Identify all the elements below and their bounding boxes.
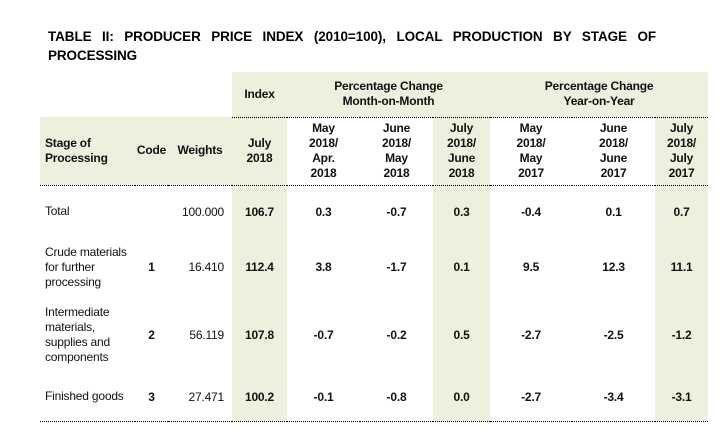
- table-title-line1: TABLE II: PRODUCER PRICE INDEX (2010=100…: [48, 29, 656, 44]
- col-header-yoy-2: June 2018/ June 2017: [572, 117, 656, 186]
- code-cell: 2: [148, 327, 155, 342]
- table-title-line2: PROCESSING: [48, 48, 138, 63]
- yoy-cell: 12.3: [602, 260, 625, 274]
- stage-cell: Finished goods: [40, 373, 135, 422]
- yoy-cell: 9.5: [522, 260, 540, 274]
- weights-cell: 27.471: [168, 373, 232, 422]
- col-header-mom-2: June 2018/ May 2018: [360, 117, 433, 186]
- col-header-mom-3: July 2018/ June 2018: [433, 117, 491, 186]
- yoy-cell: -2.5: [603, 327, 624, 342]
- stage-cell: Intermediate materials, supplies and com…: [45, 304, 110, 364]
- index-cell: 106.7: [232, 185, 287, 238]
- mom-cell: 0.5: [433, 296, 491, 373]
- col-header-yoy-1: May 2018/ May 2017: [490, 117, 573, 186]
- mom-cell: 0.0: [433, 373, 491, 422]
- stage-cell: Crude materials for further processing: [45, 244, 127, 289]
- group-header-index: Index: [232, 72, 287, 118]
- group-header-month-on-month: Percentage Change Month-on-Month: [287, 72, 491, 118]
- weights-cell: 16.410: [188, 260, 224, 274]
- yoy-cell: -3.4: [572, 373, 656, 422]
- weights-cell: 100.000: [182, 204, 224, 219]
- yoy-cell: 11.1: [655, 238, 709, 296]
- mom-cell: 0.3: [433, 185, 491, 238]
- yoy-cell: 0.1: [605, 204, 622, 219]
- yoy-cell: -2.7: [521, 327, 541, 342]
- yoy-cell: 0.7: [655, 185, 709, 238]
- table-row-crude-materials: Crude materials for further processing 1…: [40, 238, 709, 296]
- column-header-row: Stage of Processing Code Weights July 20…: [40, 117, 709, 186]
- col-header-stage: Stage of Processing: [40, 117, 135, 186]
- col-header-code: Code: [135, 117, 168, 186]
- mom-cell: 3.8: [315, 260, 332, 274]
- yoy-cell: -2.7: [490, 373, 573, 422]
- code-cell: 1: [148, 260, 155, 274]
- group-header-spacer: [40, 72, 232, 117]
- group-header-row: Index Percentage Change Month-on-Month P…: [40, 72, 709, 118]
- index-cell: 100.2: [232, 373, 287, 422]
- ppi-table: Index Percentage Change Month-on-Month P…: [40, 72, 709, 422]
- col-header-yoy-3: July 2018/ July 2017: [655, 117, 709, 186]
- table-row-finished-goods: Finished goods 3 27.471 100.2 -0.1 -0.8 …: [40, 373, 709, 422]
- table-title: TABLE II: PRODUCER PRICE INDEX (2010=100…: [48, 27, 656, 65]
- mom-cell: 0.1: [433, 238, 491, 296]
- col-header-weights: Weights: [168, 117, 232, 186]
- mom-cell: -0.1: [287, 373, 360, 422]
- stage-cell: Total: [45, 204, 70, 219]
- mom-cell: -0.7: [386, 204, 407, 219]
- mom-cell: 0.3: [315, 204, 332, 219]
- col-header-mom-1: May 2018/ Apr. 2018: [287, 117, 360, 186]
- index-cell: 107.8: [232, 296, 287, 373]
- table-row-intermediate-materials: Intermediate materials, supplies and com…: [40, 296, 709, 373]
- mom-cell: -1.7: [386, 260, 407, 274]
- mom-cell: -0.7: [313, 327, 334, 342]
- code-cell: 3: [135, 373, 168, 422]
- col-header-index-period: July 2018: [232, 117, 287, 186]
- weights-cell: 56.119: [189, 327, 224, 342]
- group-header-year-on-year: Percentage Change Year-on-Year: [490, 72, 709, 118]
- table-row-total: Total 100.000 106.7 0.3 -0.7 0.3 -0.4 0.…: [40, 185, 709, 238]
- yoy-cell: -3.1: [655, 373, 709, 422]
- index-cell: 112.4: [232, 238, 287, 296]
- yoy-cell: -0.4: [521, 204, 541, 219]
- mom-cell: -0.2: [386, 327, 407, 342]
- yoy-cell: -1.2: [655, 296, 709, 373]
- code-cell: [135, 185, 168, 238]
- mom-cell: -0.8: [360, 373, 433, 422]
